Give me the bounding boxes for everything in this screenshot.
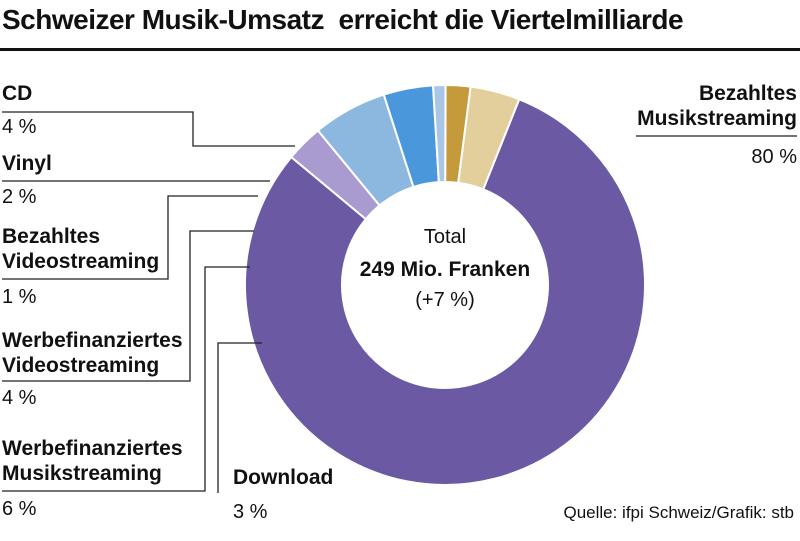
center-total-label: Total: [424, 226, 466, 248]
chart-title: Schweizer Musik-Umsatz erreicht die Vier…: [2, 4, 684, 35]
leader-line-werbefinanziertes-videostreaming: [2, 230, 254, 382]
slice-value-bezahltes-videostreaming: 1 %: [2, 286, 37, 308]
slice-label-werbefinanziertes-videostreaming: Werbefinanziertes: [2, 329, 183, 352]
slice-label-vinyl: Vinyl: [2, 152, 52, 175]
slice-label-cd: CD: [2, 82, 32, 105]
center-change-value: (+7 %): [415, 289, 474, 311]
slice-value-download: 3 %: [233, 501, 268, 523]
leader-line-cd: [2, 111, 295, 147]
leader-lines: [2, 111, 797, 493]
center-total-value: 249 Mio. Franken: [360, 258, 530, 281]
slice-value-cd: 4 %: [2, 116, 37, 138]
slice-value-vinyl: 2 %: [2, 186, 37, 208]
source-credit: Quelle: ifpi Schweiz/Grafik: stb: [563, 503, 794, 522]
leader-line-download: [217, 342, 262, 493]
donut-slices: [244, 83, 646, 486]
slice-label-bezahltes-musikstreaming: Bezahltes: [699, 82, 797, 105]
slice-label-werbefinanziertes-musikstreaming: Werbefinanziertes: [2, 437, 183, 460]
leader-line-werbefinanziertes-musikstreaming: [2, 266, 250, 492]
slice-value-werbefinanziertes-musikstreaming: 6 %: [2, 498, 37, 520]
leader-line-bezahltes-videostreaming: [2, 195, 258, 280]
slice-label-download: Download: [233, 466, 333, 489]
slice-label-bezahltes-videostreaming: Videostreaming: [2, 250, 159, 273]
slice-label-bezahltes-musikstreaming: Musikstreaming: [637, 107, 797, 130]
slice-bezahltes-musikstreaming: [244, 97, 646, 486]
slice-value-werbefinanziertes-videostreaming: 4 %: [2, 387, 37, 409]
slice-cd: [457, 85, 521, 191]
slice-label-bezahltes-videostreaming: Bezahltes: [2, 225, 100, 248]
slice-label-werbefinanziertes-videostreaming: Videostreaming: [2, 354, 159, 377]
slice-label-werbefinanziertes-musikstreaming: Musikstreaming: [2, 462, 162, 485]
slice-value-bezahltes-musikstreaming: 80 %: [751, 146, 797, 168]
title-divider: [0, 48, 800, 51]
